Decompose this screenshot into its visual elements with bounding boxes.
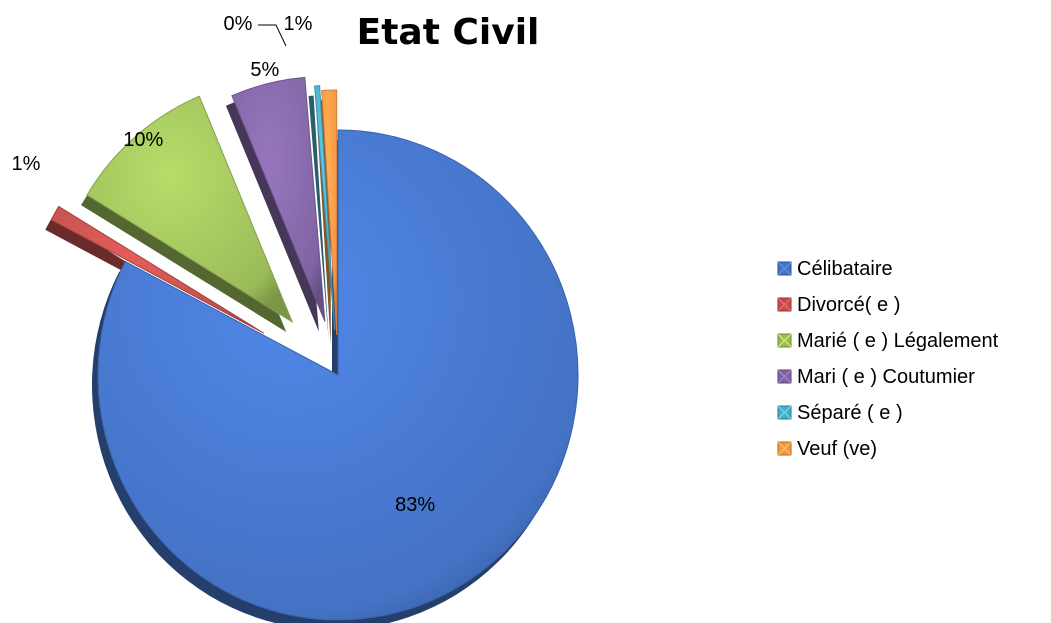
- legend-swatch-shine: [777, 333, 792, 348]
- slice-divorce: [50, 205, 265, 334]
- slice-mari-coutumier: [231, 76, 326, 322]
- data-label-layer: 83% 1% 10% 5% 0% 1%: [12, 13, 436, 516]
- legend-label-veuf: Veuf (ve): [797, 438, 877, 460]
- legend-swatch-shine: [777, 405, 792, 420]
- slice-celibataire: [97, 129, 579, 621]
- legend-swatch-shine: [777, 261, 792, 276]
- legend-label-separe: Séparé ( e ): [797, 402, 903, 424]
- slice-marie-legalement: [86, 95, 294, 324]
- data-label-marie-legalement: 10%: [123, 129, 163, 151]
- data-label-separe: 0%: [224, 13, 253, 35]
- slice-veuf: [321, 89, 338, 336]
- legend-label-mari-coutumier: Mari ( e ) Coutumier: [797, 366, 975, 388]
- legend: Célibataire Divorcé( e ) Marié ( e ) Légal…: [777, 258, 999, 460]
- slice-depth-separe: [308, 95, 329, 341]
- data-label-veuf: 1%: [284, 13, 313, 35]
- legend-swatch-shine: [777, 297, 792, 312]
- legend-label-marie-legalement: Marié ( e ) Légalement: [797, 330, 999, 352]
- legend-swatch-shine: [777, 369, 792, 384]
- leader-line-separe: [258, 24, 287, 47]
- data-label-celibataire: 83%: [395, 494, 435, 516]
- legend-swatch-shine: [777, 441, 792, 456]
- chart-title: Etat Civil: [357, 12, 540, 53]
- slice-separe: [314, 85, 336, 331]
- data-label-divorce: 1%: [12, 153, 41, 175]
- data-label-mari-coutumier: 5%: [250, 59, 279, 81]
- legend-label-divorce: Divorcé( e ): [797, 294, 900, 316]
- slice-layer: [50, 76, 579, 621]
- legend-label-celibataire: Célibataire: [797, 258, 893, 280]
